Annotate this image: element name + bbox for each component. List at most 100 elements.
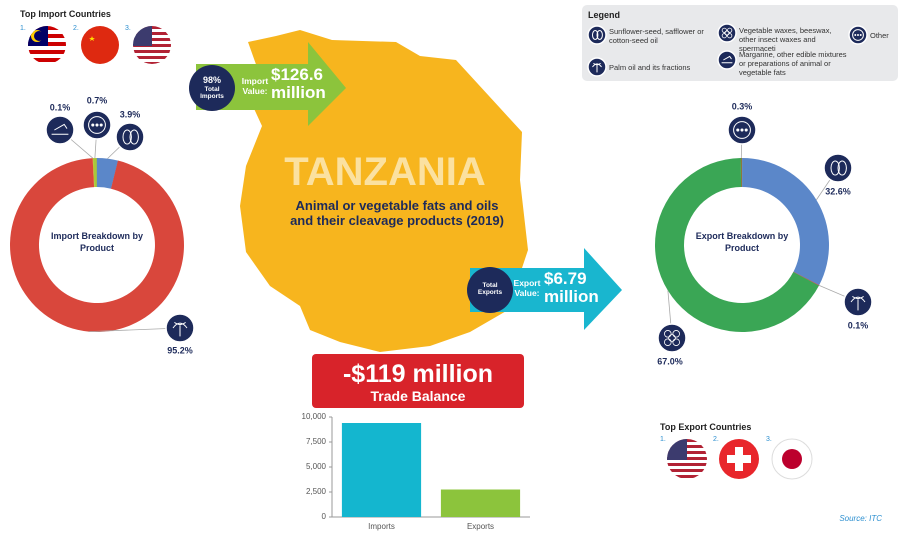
leader-line bbox=[88, 327, 181, 333]
icon-dot bbox=[91, 123, 95, 127]
balance-box bbox=[312, 354, 524, 408]
flag bbox=[667, 439, 707, 479]
icon-cell bbox=[664, 330, 672, 338]
x-tick-label: Exports bbox=[467, 522, 494, 531]
value-label: 67.0% bbox=[657, 356, 683, 366]
legend-title: Legend bbox=[588, 10, 621, 20]
icon bbox=[717, 23, 737, 43]
import-share: 98% bbox=[202, 75, 221, 85]
icon-dot bbox=[95, 123, 99, 127]
export-share-label: Total Exports bbox=[477, 282, 503, 296]
export-value-label: Export Value: bbox=[513, 278, 541, 298]
icon-dot bbox=[736, 128, 740, 132]
rank: 2. bbox=[713, 436, 719, 443]
icon bbox=[45, 115, 75, 145]
value-label: 0.7% bbox=[87, 95, 108, 105]
icon-cell bbox=[721, 33, 727, 39]
import-share-label: Total Imports bbox=[200, 86, 224, 100]
icon-ring bbox=[88, 116, 106, 134]
balance-value: -$119 million bbox=[342, 360, 494, 388]
donut-slice bbox=[92, 157, 97, 188]
value-label: 0.1% bbox=[50, 102, 71, 112]
top-export-title: Top Export Countries bbox=[660, 422, 752, 432]
import-badge bbox=[189, 65, 235, 111]
icon-cell bbox=[672, 330, 680, 338]
rank: 3. bbox=[125, 25, 131, 32]
rank: 1. bbox=[660, 436, 666, 443]
flag-cross bbox=[727, 455, 751, 463]
legend-label: Other bbox=[870, 31, 889, 40]
icon-shape bbox=[721, 55, 733, 64]
flag bbox=[81, 26, 119, 64]
top-import-title: Top Import Countries bbox=[20, 9, 111, 19]
value-label: 95.2% bbox=[167, 345, 193, 355]
export-badge bbox=[467, 267, 513, 313]
donut-slice bbox=[793, 271, 820, 286]
source: Source: ITC bbox=[839, 514, 882, 523]
icon-cell bbox=[672, 338, 680, 346]
icon-shape bbox=[596, 30, 603, 40]
icon-dot bbox=[854, 34, 857, 36]
import-arrow bbox=[196, 42, 346, 126]
icon-shape bbox=[837, 160, 847, 176]
icon-shape bbox=[830, 160, 840, 176]
y-tick-label: 2,500 bbox=[306, 487, 327, 496]
balance-label: Trade Balance bbox=[370, 388, 466, 404]
flag-star bbox=[89, 36, 95, 41]
icon-shape bbox=[592, 62, 602, 73]
icon bbox=[717, 50, 737, 70]
icon-shape bbox=[172, 321, 188, 337]
y-tick-label: 0 bbox=[322, 512, 327, 521]
donut-slice bbox=[742, 158, 830, 286]
icon-shape bbox=[51, 123, 69, 135]
icon-shape bbox=[122, 129, 132, 145]
import-value: $126.6 million bbox=[271, 65, 326, 102]
icon-dot bbox=[99, 123, 103, 127]
bar bbox=[440, 489, 521, 517]
icon-shape bbox=[850, 295, 866, 311]
icon-cell bbox=[724, 30, 730, 36]
export-value: $6.79 million bbox=[544, 269, 599, 306]
icon-cell bbox=[664, 338, 672, 346]
y-tick-label: 7,500 bbox=[306, 437, 327, 446]
donut-slice bbox=[9, 158, 184, 332]
donut-center: Import Breakdown by Product bbox=[50, 231, 143, 253]
rank: 3. bbox=[766, 436, 772, 443]
title: TANZANIA bbox=[284, 150, 486, 194]
y-tick-label: 5,000 bbox=[306, 462, 327, 471]
icon-shape bbox=[592, 30, 599, 40]
rank: 1. bbox=[20, 25, 26, 32]
icon-cell bbox=[727, 27, 733, 33]
icon-shape bbox=[129, 129, 139, 145]
export-arrow bbox=[470, 248, 622, 330]
icon-ring bbox=[733, 121, 751, 139]
flag bbox=[133, 26, 171, 64]
subtitle: Animal or vegetable fats and oils and th… bbox=[290, 198, 504, 228]
flag-sun bbox=[782, 449, 802, 469]
value-label: 0.1% bbox=[848, 320, 869, 330]
rank: 2. bbox=[73, 25, 79, 32]
legend-label: Palm oil and its fractions bbox=[609, 63, 691, 72]
flag bbox=[28, 26, 66, 64]
icon-ring bbox=[852, 29, 864, 41]
icon-dot bbox=[740, 128, 744, 132]
value-label: 0.3% bbox=[732, 101, 753, 111]
legend-label: Vegetable waxes, beeswax, other insect w… bbox=[739, 26, 832, 53]
legend-box bbox=[582, 5, 898, 81]
legend-label: Margarine, other edible mixtures or prep… bbox=[739, 50, 847, 77]
legend-label: Sunflower-seed, safflower or cotton-seed… bbox=[609, 27, 704, 45]
donut-slice bbox=[655, 158, 819, 332]
value-label: 32.6% bbox=[825, 186, 851, 196]
flags bbox=[28, 26, 813, 480]
x-tick-label: Imports bbox=[368, 522, 395, 531]
bar bbox=[341, 423, 422, 517]
value-label: 3.9% bbox=[120, 109, 141, 119]
icon bbox=[657, 323, 687, 353]
donut-slice bbox=[96, 157, 119, 189]
icon-dot bbox=[857, 34, 859, 36]
import-value-label: Import Value: bbox=[241, 76, 269, 96]
donut-center: Export Breakdown by Product bbox=[695, 231, 789, 253]
icon-cell bbox=[721, 27, 727, 33]
icon-dot bbox=[859, 34, 862, 36]
